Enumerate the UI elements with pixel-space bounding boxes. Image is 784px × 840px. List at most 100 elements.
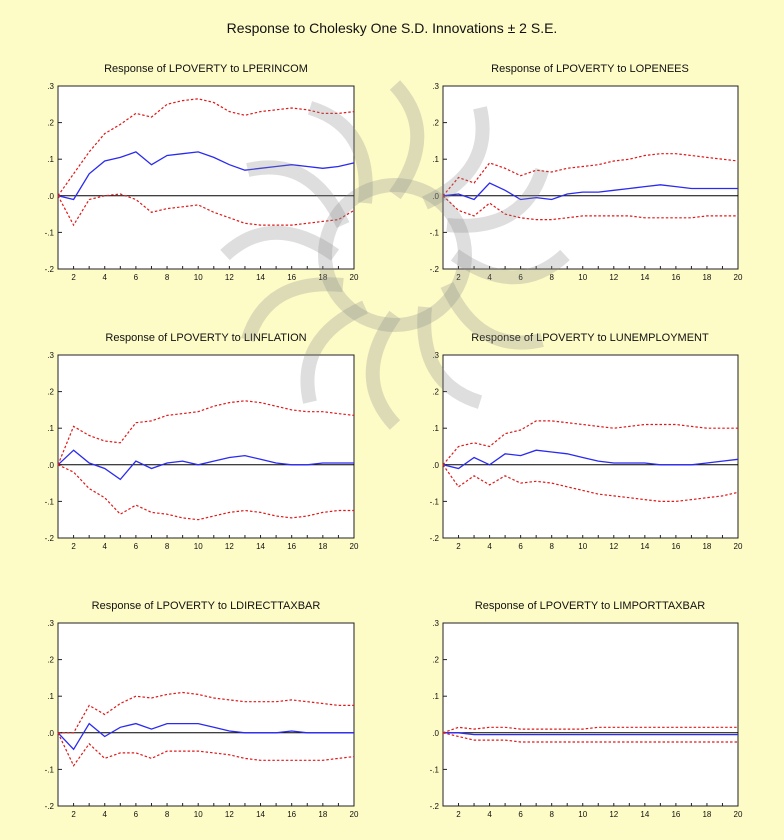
x-tick-label: 4 (103, 810, 108, 819)
y-tick-label: .1 (432, 155, 439, 164)
y-tick-label: -.1 (45, 228, 55, 237)
x-tick-label: 14 (640, 542, 649, 551)
x-tick-label: 16 (287, 542, 296, 551)
x-tick-label: 16 (671, 273, 680, 282)
y-tick-label: .3 (47, 351, 54, 360)
x-tick-label: 2 (456, 273, 461, 282)
x-tick-label: 18 (702, 810, 711, 819)
lower-band-line (442, 195, 738, 221)
x-tick-label: 18 (702, 273, 711, 282)
x-tick-label: 2 (71, 810, 76, 819)
x-tick-label: 12 (609, 810, 618, 819)
y-tick-label: -.2 (45, 265, 55, 274)
y-tick-label: .3 (47, 82, 54, 91)
plot-area (57, 622, 355, 807)
upper-band-line (442, 153, 739, 197)
y-tick-label: -.2 (45, 534, 55, 543)
x-tick-label: 8 (165, 542, 170, 551)
x-tick-label: 20 (350, 810, 359, 819)
x-tick-label: 20 (350, 273, 359, 282)
y-tick-label: -.2 (430, 534, 440, 543)
x-tick-label: 6 (134, 810, 139, 819)
x-tick-label: 8 (165, 810, 170, 819)
lower-band-line (57, 464, 354, 521)
x-tick-label: 12 (225, 542, 234, 551)
y-tick-label: .1 (47, 155, 54, 164)
x-tick-label: 14 (256, 810, 265, 819)
x-tick-label: 14 (256, 542, 265, 551)
x-tick-label: 10 (578, 542, 587, 551)
lower-band-line (57, 732, 355, 767)
response-line (442, 182, 738, 201)
y-tick-label: .0 (47, 192, 54, 201)
x-tick-label: 4 (487, 273, 492, 282)
x-tick-label: 18 (318, 542, 327, 551)
plot-area (57, 354, 355, 539)
y-tick-label: -.1 (430, 228, 440, 237)
irf-panel-5: Response of LPOVERTY to LDIRECTTAXBAR -.2… (45, 600, 359, 819)
x-tick-label: 8 (549, 810, 554, 819)
x-tick-label: 16 (671, 810, 680, 819)
y-tick-label: .2 (47, 119, 54, 128)
lower-band-line (442, 732, 738, 743)
y-tick-label: -.1 (430, 497, 440, 506)
upper-band-line (58, 691, 354, 734)
upper-band-line (57, 98, 355, 197)
x-tick-label: 12 (225, 273, 234, 282)
x-tick-label: 12 (609, 273, 618, 282)
y-tick-label: .2 (47, 388, 54, 397)
x-tick-label: 6 (134, 273, 139, 282)
y-tick-label: .1 (432, 424, 439, 433)
x-tick-label: 20 (734, 273, 743, 282)
y-tick-label: .2 (432, 656, 439, 665)
y-tick-label: .3 (47, 619, 54, 628)
x-tick-label: 12 (225, 810, 234, 819)
x-tick-label: 14 (256, 273, 265, 282)
x-tick-label: 12 (609, 542, 618, 551)
x-tick-label: 2 (71, 273, 76, 282)
plot-area (442, 85, 739, 270)
panel-title: Response of LPOVERTY to LDIRECTTAXBAR (92, 600, 321, 612)
irf-panel-2: Response of LPOVERTY to LOPENEES -.2 -.1 .0… (430, 63, 743, 282)
irf-panel-1: Response of LPOVERTY to LPERINCOM -.2 -.1.… (45, 63, 359, 282)
x-tick-label: 20 (734, 810, 743, 819)
x-tick-label: 16 (287, 273, 296, 282)
x-tick-label: 10 (194, 810, 203, 819)
x-tick-label: 4 (487, 542, 492, 551)
upper-band-line (442, 420, 738, 466)
y-tick-label: .1 (47, 424, 54, 433)
y-tick-label: .3 (432, 619, 439, 628)
y-tick-label: .0 (432, 729, 439, 738)
y-tick-label: -.1 (45, 765, 55, 774)
upper-band-line (57, 400, 355, 466)
x-tick-label: 18 (702, 542, 711, 551)
panel-title: Response of LPOVERTY to LPERINCOM (104, 63, 308, 75)
y-tick-label: .0 (432, 461, 439, 470)
response-line (57, 722, 354, 751)
y-tick-label: .0 (432, 192, 439, 201)
x-tick-label: 14 (640, 810, 649, 819)
x-tick-label: 6 (518, 542, 523, 551)
y-tick-label: .0 (47, 729, 54, 738)
y-tick-label: .3 (432, 82, 439, 91)
y-tick-label: .3 (432, 351, 439, 360)
y-tick-label: -.2 (430, 802, 440, 811)
x-tick-label: 18 (318, 273, 327, 282)
x-tick-label: 10 (578, 273, 587, 282)
y-tick-label: .2 (432, 119, 439, 128)
x-tick-label: 4 (487, 810, 492, 819)
panel-title: Response of LPOVERTY to LOPENEES (491, 63, 689, 75)
response-line (57, 151, 355, 201)
x-tick-label: 16 (671, 542, 680, 551)
panel-title: Response of LPOVERTY to LIMPORTTAXBAR (475, 600, 705, 612)
x-tick-label: 16 (287, 810, 296, 819)
x-tick-label: 4 (103, 542, 108, 551)
lower-band-line (57, 193, 355, 227)
y-tick-label: -.1 (45, 497, 55, 506)
y-tick-label: .2 (432, 388, 439, 397)
response-line (57, 449, 354, 481)
panel-title: Response of LPOVERTY to LINFLATION (105, 332, 306, 344)
plot-area (442, 622, 739, 807)
y-tick-label: .1 (432, 692, 439, 701)
x-tick-label: 8 (549, 273, 554, 282)
